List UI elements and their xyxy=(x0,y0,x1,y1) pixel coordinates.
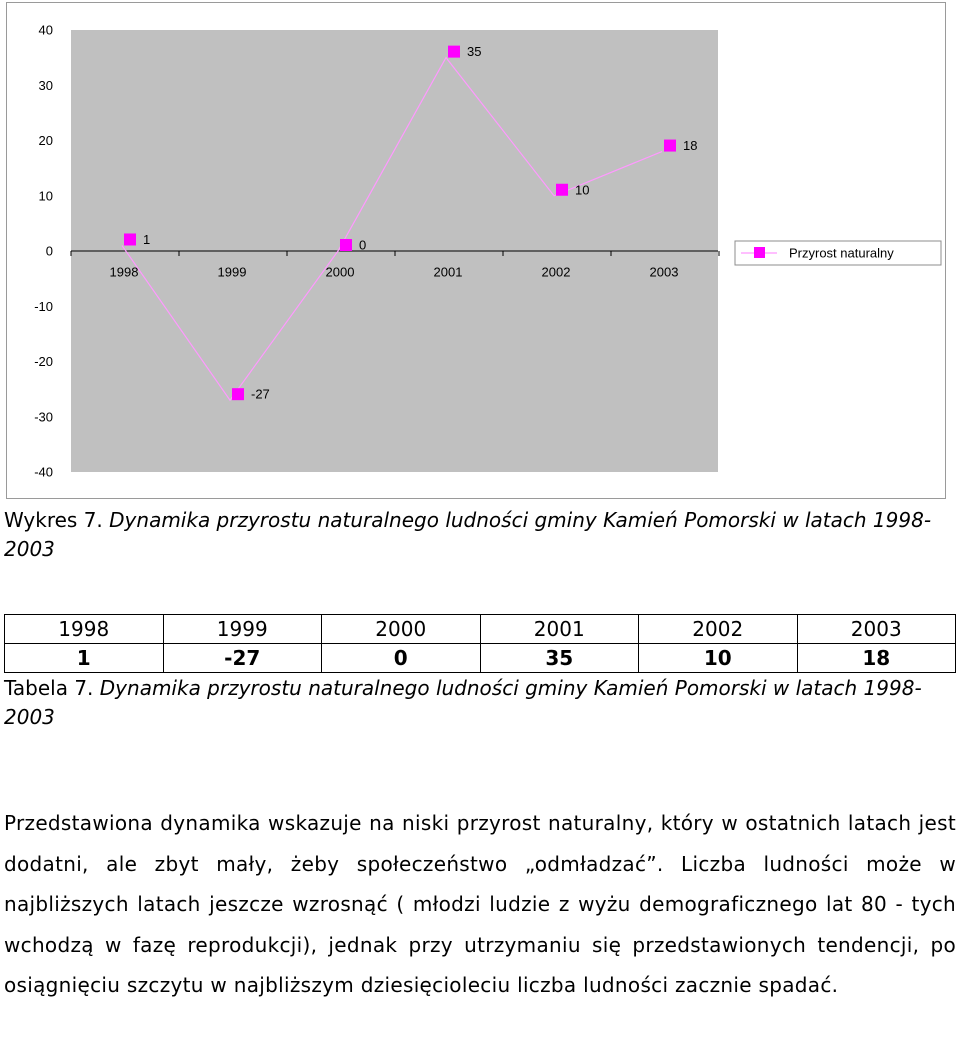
table-cell-year: 2000 xyxy=(321,614,481,644)
legend-label: Przyrost naturalny xyxy=(789,246,894,261)
body-paragraph: Przedstawiona dynamika wskazuje na niski… xyxy=(4,811,956,998)
chart-caption-text: Dynamika przyrostu naturalnego ludności … xyxy=(4,508,932,561)
data-label: 0 xyxy=(359,238,366,253)
table-cell-value: 0 xyxy=(321,643,481,673)
y-tick-label: -40 xyxy=(34,465,53,480)
table-cell-value: 10 xyxy=(638,643,798,673)
y-tick-label: 40 xyxy=(39,23,53,38)
data-point xyxy=(124,233,136,246)
data-label: -27 xyxy=(251,387,270,402)
y-tick-label: 20 xyxy=(39,133,53,148)
x-tick-label: 1998 xyxy=(110,265,139,280)
y-tick-label: -30 xyxy=(34,409,53,424)
y-tick-label: 10 xyxy=(39,188,53,203)
y-tick-label: 30 xyxy=(39,78,53,93)
x-tick-label: 2000 xyxy=(326,265,355,280)
data-table: 1998 1999 2000 2001 2002 2003 1 -27 0 35… xyxy=(4,614,956,673)
chart-caption-prefix: Wykres 7. xyxy=(4,508,103,532)
table-caption-text: Dynamika przyrostu naturalnego ludności … xyxy=(4,676,922,729)
table-row-values: 1 -27 0 35 10 18 xyxy=(4,643,956,673)
table-cell-value: 35 xyxy=(479,643,639,673)
data-point xyxy=(448,45,460,58)
x-tick-label: 2003 xyxy=(650,265,679,280)
table-cell-value: -27 xyxy=(162,643,322,673)
table-cell-value: 18 xyxy=(796,643,956,673)
data-label: 1 xyxy=(143,232,150,247)
data-point xyxy=(340,239,352,251)
y-tick-label: 0 xyxy=(46,244,53,259)
legend-marker xyxy=(754,247,765,258)
table-cell-year: 2001 xyxy=(479,614,639,644)
x-tick-label: 2001 xyxy=(434,265,463,280)
table-cell-year: 1999 xyxy=(162,614,322,644)
y-tick-label: -10 xyxy=(34,299,53,314)
table-caption: Tabela 7. Dynamika przyrostu naturalnego… xyxy=(4,674,954,732)
data-label: 18 xyxy=(683,138,697,153)
data-point xyxy=(556,183,568,196)
x-tick-label: 1999 xyxy=(218,265,247,280)
table-cell-year: 2002 xyxy=(638,614,798,644)
chart-frame: 40 30 20 10 0 -10 -20 -30 -40 1998 1999 2000 2001 200… xyxy=(6,2,946,499)
table-cell-year: 2003 xyxy=(796,614,956,644)
y-tick-label: -20 xyxy=(34,354,53,369)
chart-caption: Wykres 7. Dynamika przyrostu naturalnego… xyxy=(4,506,954,564)
table-row-years: 1998 1999 2000 2001 2002 2003 xyxy=(4,614,956,644)
table-cell-value: 1 xyxy=(4,643,164,673)
data-label: 35 xyxy=(467,44,481,59)
x-tick-label: 2002 xyxy=(542,265,571,280)
series-line xyxy=(121,56,663,402)
table-cell-year: 1998 xyxy=(4,614,164,644)
data-label: 10 xyxy=(575,182,589,197)
data-point xyxy=(232,388,244,401)
table-caption-prefix: Tabela 7. xyxy=(4,676,94,700)
data-point xyxy=(664,139,676,152)
